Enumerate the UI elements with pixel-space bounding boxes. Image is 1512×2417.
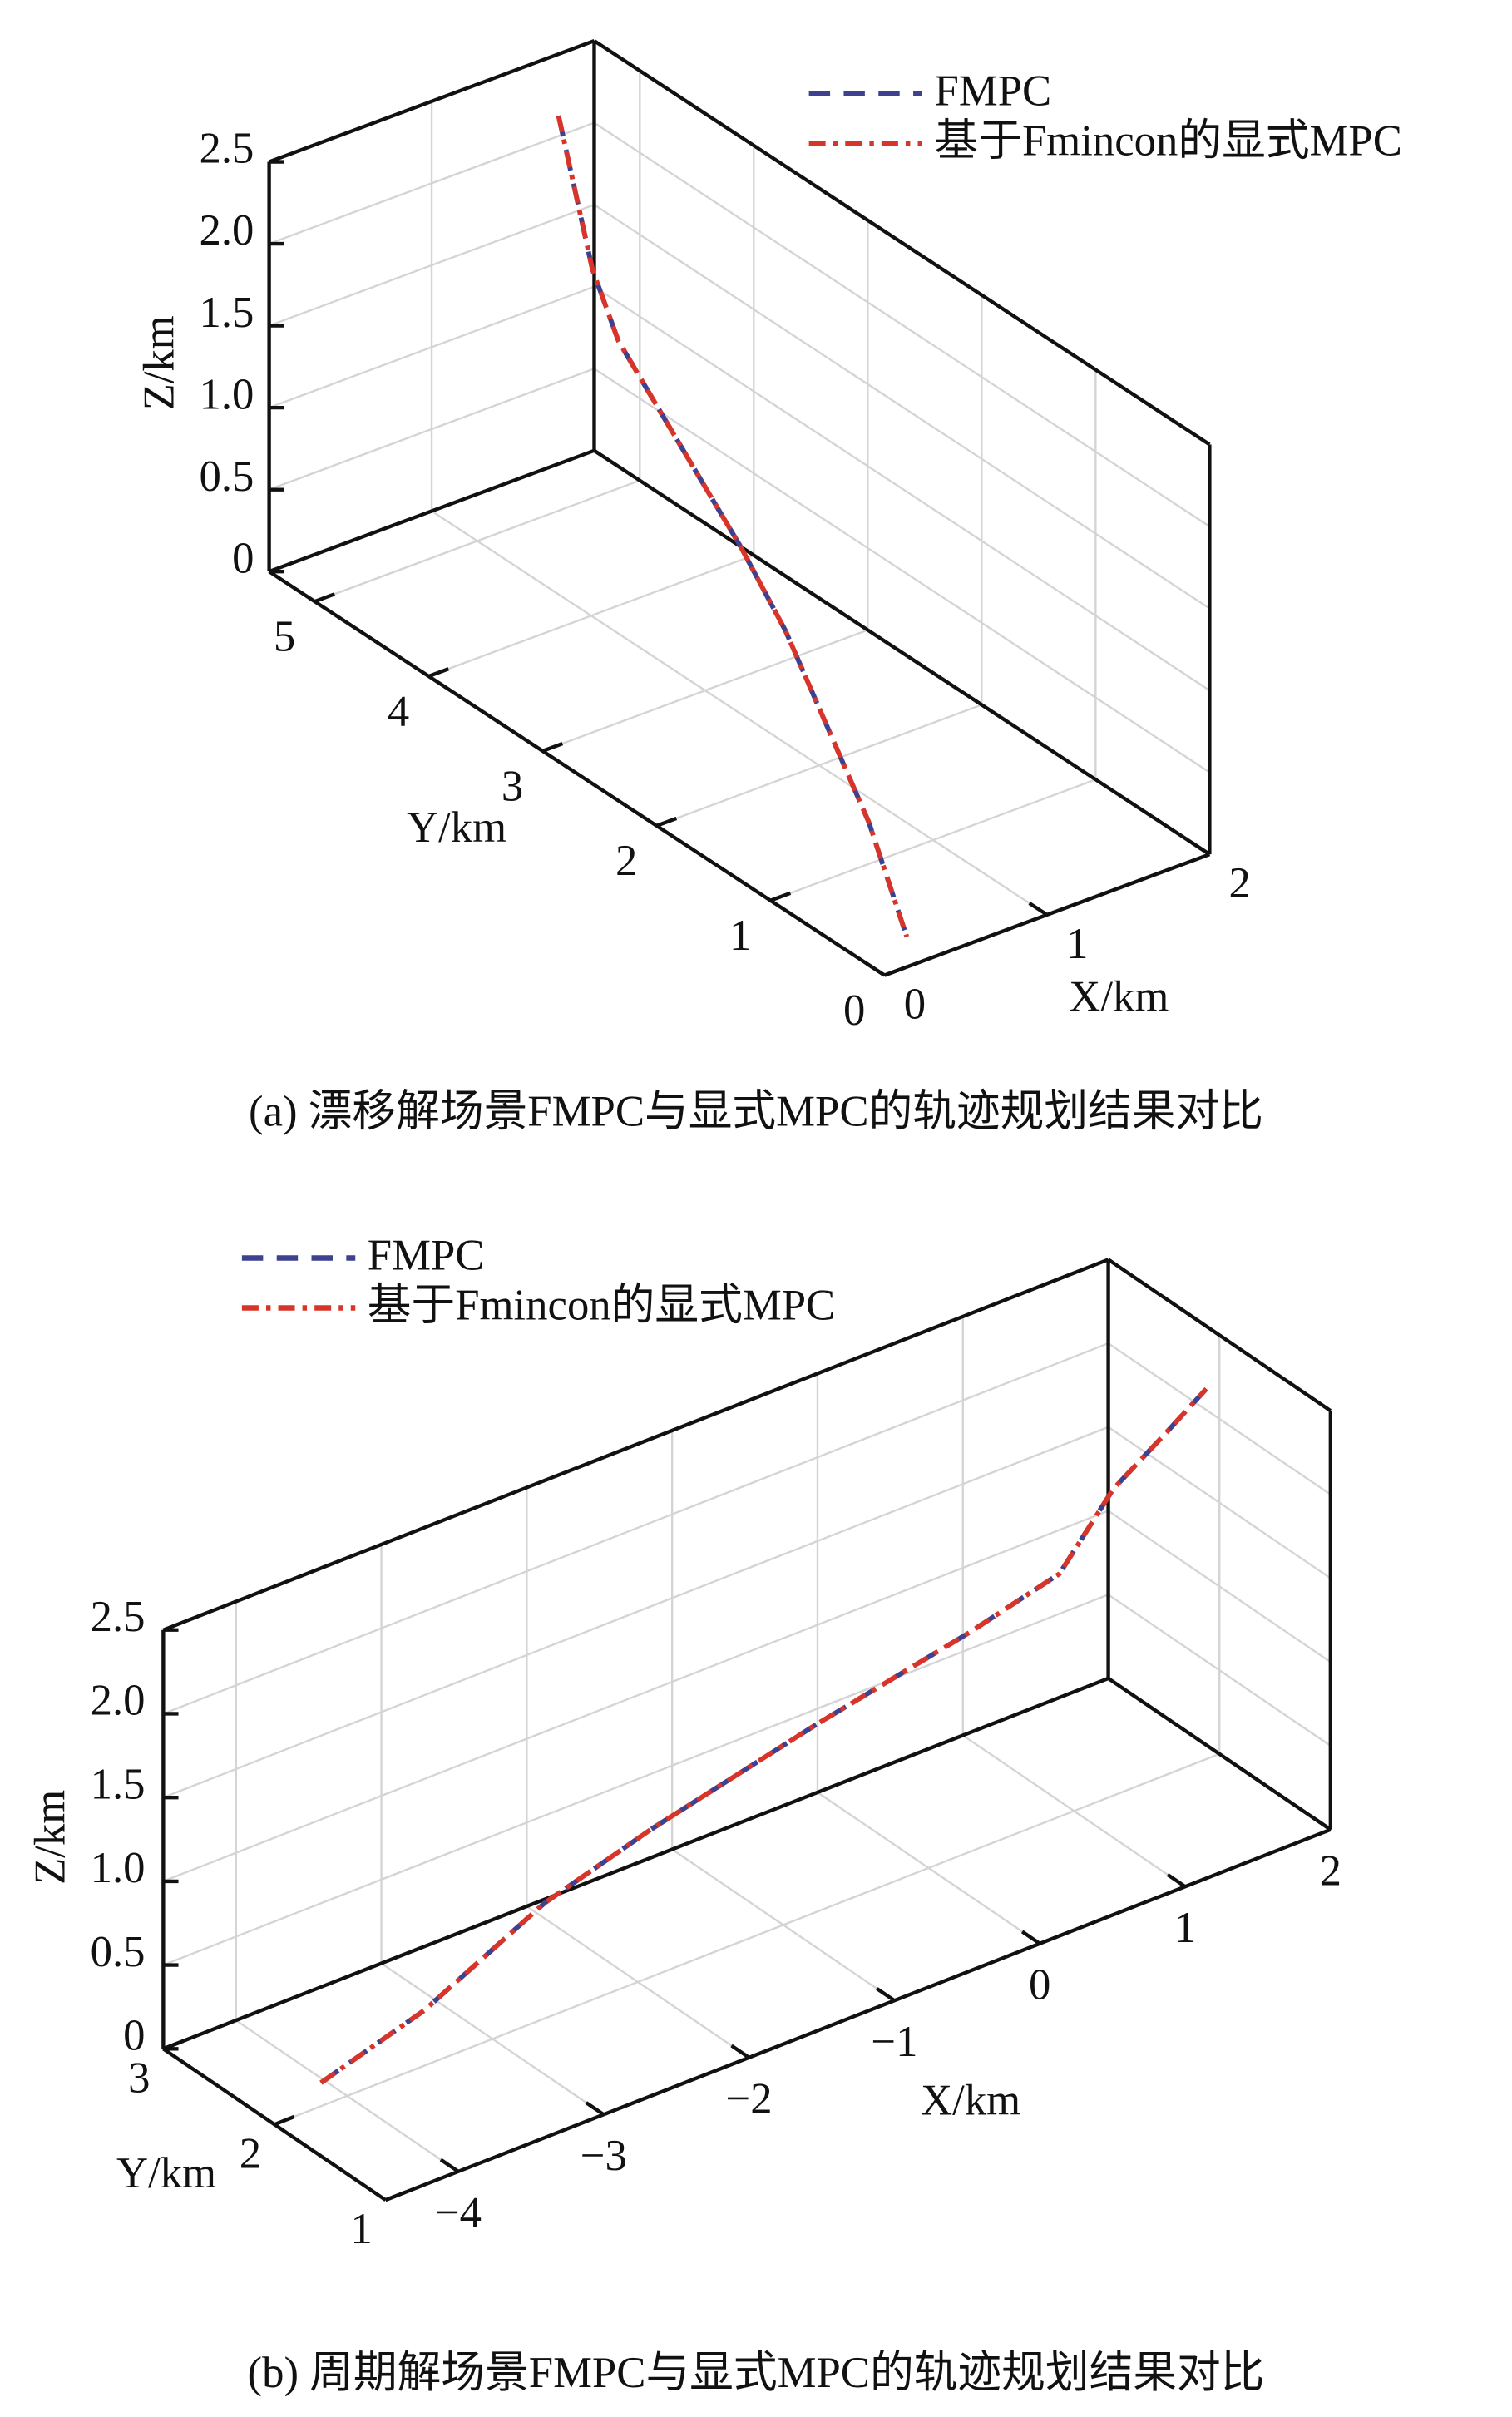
trajectory [556, 115, 910, 938]
grid-line [1107, 1342, 1332, 1495]
y-tick [655, 816, 678, 828]
box-edge [268, 39, 595, 164]
x-tick [1190, 841, 1211, 856]
x-tick-label: −2 [726, 2074, 773, 2123]
y-tick [427, 667, 450, 679]
box-edge [162, 1258, 1109, 1632]
z-tick-label: 1.0 [91, 1844, 146, 1892]
x-tick [730, 2044, 750, 2059]
trajectory [556, 115, 910, 938]
z-tick-label: 1.5 [200, 289, 254, 337]
y-tick [769, 891, 792, 902]
y-tick [384, 2190, 407, 2202]
box-edge [162, 1676, 1109, 2051]
y-tick-label: 2 [615, 837, 637, 885]
grid-line [162, 1342, 1109, 1715]
grid-line [162, 1594, 1109, 1966]
box-edge [883, 853, 1211, 977]
x-axis-label: X/km [921, 2077, 1020, 2125]
grid-line [162, 1510, 1109, 1882]
y-tick [314, 592, 336, 604]
caption: (a) 漂移解场景FMPC与显式MPC的轨迹规划结果对比 [249, 1088, 1263, 1136]
y-tick-label: 1 [729, 912, 751, 960]
grid-line [593, 368, 1211, 774]
z-tick-label: 2.0 [200, 206, 254, 255]
x-tick-label: 1 [1066, 920, 1088, 968]
x-tick [585, 2101, 605, 2117]
z-tick-label: 0.5 [91, 1928, 146, 1976]
x-tick [876, 1987, 896, 2003]
x-axis-label: X/km [1069, 973, 1169, 1021]
y-tick-label: 4 [388, 687, 409, 735]
grid-line [269, 285, 595, 409]
grid-line [1107, 1594, 1332, 1747]
z-axis-label: Z/km [27, 1790, 75, 1885]
x-tick-label: −4 [435, 2188, 482, 2237]
x-tick-label: −3 [581, 2132, 627, 2180]
z-axis-label: Z/km [135, 315, 183, 410]
x-tick [1166, 1873, 1187, 1889]
y-tick-label: 3 [502, 762, 523, 810]
grid-line [269, 204, 595, 327]
x-tick [1028, 902, 1049, 917]
grid-line [274, 1752, 1220, 2126]
x-tick-label: 2 [1229, 859, 1251, 907]
x-tick-label: 0 [1029, 1960, 1050, 2009]
grid-line [593, 121, 1211, 527]
x-tick [1312, 1816, 1332, 1831]
grid-line [770, 778, 1096, 902]
z-tick-label: 1.5 [91, 1760, 146, 1808]
box-edge [593, 39, 1211, 447]
grid-line [162, 1426, 1109, 1799]
grid-line [431, 510, 1048, 916]
grid-line [428, 554, 754, 678]
box-edge [268, 448, 595, 574]
caption: (b) 周期解场景FMPC与显式MPC的轨迹规划结果对比 [248, 2349, 1265, 2397]
x-tick-label: −1 [871, 2018, 917, 2066]
grid-line [269, 368, 595, 491]
box-edge [593, 448, 1211, 856]
trajectory [319, 1386, 1208, 2085]
legend-label: 基于Fmincon的显式MPC [368, 1281, 835, 1329]
y-axis-label: Y/km [407, 803, 506, 852]
x-tick-label: 1 [1174, 1904, 1196, 1952]
grid-line [1107, 1510, 1332, 1663]
y-tick [274, 2114, 295, 2127]
x-tick-label: 0 [904, 981, 926, 1029]
x-tick [1020, 1930, 1041, 1945]
z-tick-label: 2.5 [91, 1593, 146, 1641]
z-tick-label: 0 [123, 2012, 145, 2060]
box-edge [268, 570, 886, 977]
z-tick-label: 1.0 [200, 370, 254, 418]
z-tick-label: 0 [232, 534, 254, 582]
y-tick-label: 1 [350, 2205, 372, 2253]
y-tick-label: 0 [843, 986, 865, 1035]
grid-line [593, 285, 1211, 692]
y-tick-label: 2 [240, 2129, 261, 2177]
box-edge [1107, 1677, 1332, 1831]
x-tick [866, 961, 886, 977]
legend-label: 基于Fmincon的显式MPC [935, 117, 1402, 166]
x-tick [439, 2158, 460, 2173]
grid-line [269, 121, 595, 245]
grid-line [593, 204, 1211, 610]
grid-line [656, 704, 982, 827]
y-tick-label: 5 [274, 613, 295, 661]
z-tick-label: 0.5 [200, 452, 254, 501]
grid-line [542, 629, 868, 753]
y-tick [541, 741, 564, 753]
grid-line [314, 479, 640, 603]
legend-label: FMPC [368, 1231, 485, 1279]
legend-label: FMPC [935, 67, 1052, 116]
z-tick-label: 2.0 [91, 1677, 146, 1725]
z-tick-label: 2.5 [200, 125, 254, 173]
x-tick-label: 2 [1320, 1846, 1342, 1895]
y-tick-label: 3 [128, 2054, 150, 2102]
y-tick [883, 966, 906, 977]
box-edge [1107, 1258, 1332, 1412]
y-axis-label: Y/km [116, 2149, 216, 2197]
box-edge [384, 1827, 1332, 2202]
trajectory [319, 1386, 1208, 2085]
